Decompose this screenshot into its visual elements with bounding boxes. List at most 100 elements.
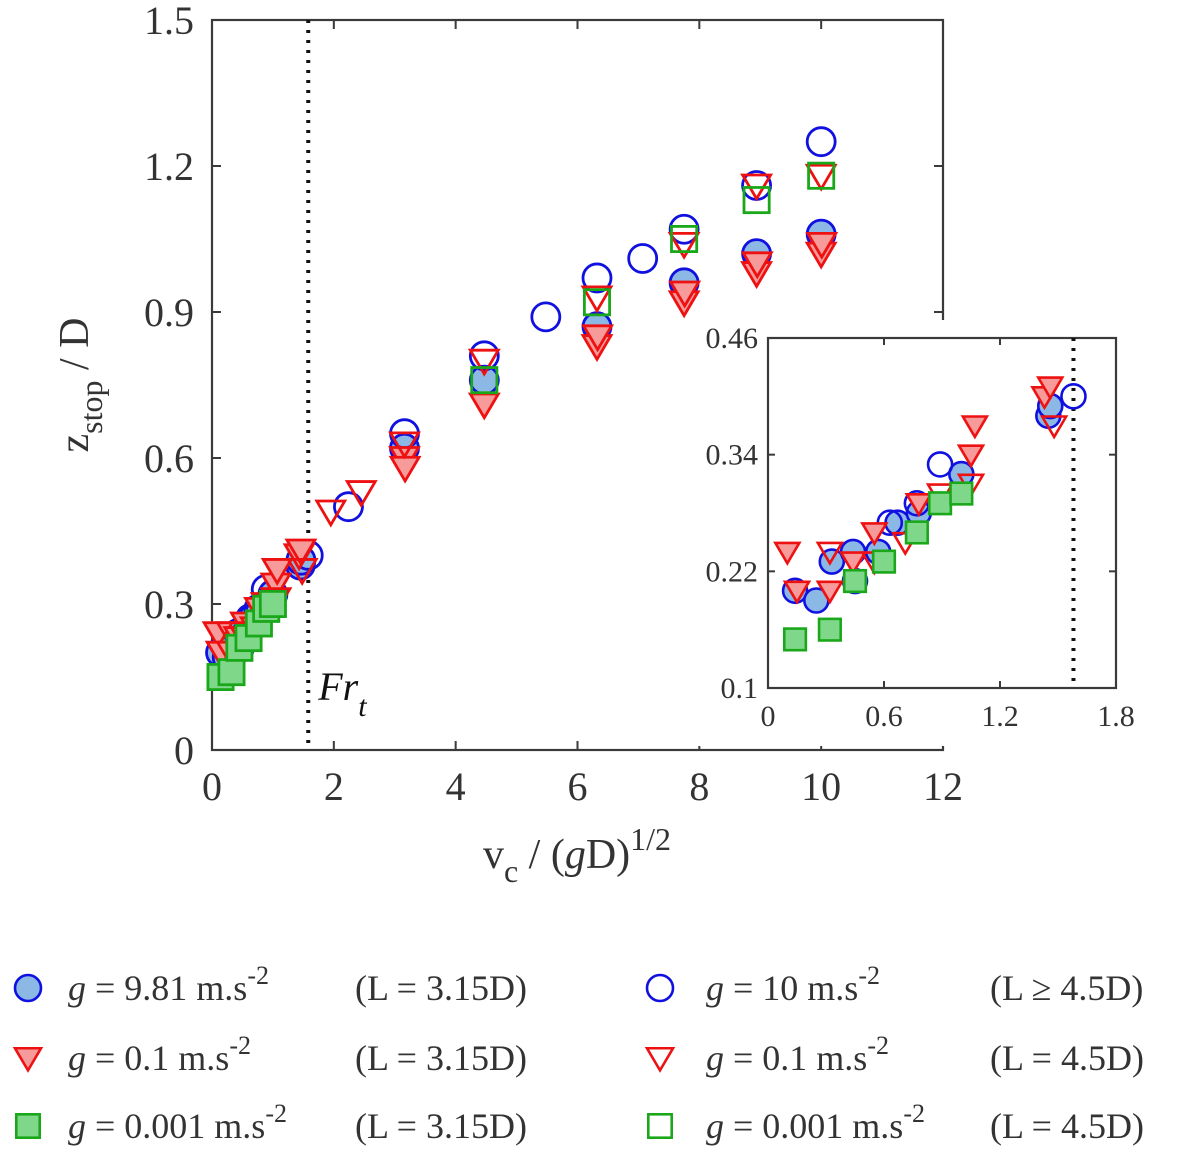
legend-sup: -2 (247, 961, 269, 990)
legend-condition-filled_circle_g9.81: (L = 3.15D) (355, 968, 527, 1008)
legend-label-open_circle_g10: g = 10 m.s-2 (706, 961, 880, 1008)
inset-y-tick-label: 0.34 (706, 439, 759, 472)
legend-marker-filled_triangle_g0.1 (12, 1046, 44, 1073)
froude-threshold-label: Frt (317, 664, 367, 723)
legend-label-open_triangle_g0.1: g = 0.1 m.s-2 (706, 1031, 889, 1078)
legend-sup: -2 (265, 1099, 287, 1128)
x-label-sub: c (504, 853, 518, 889)
data-point (470, 366, 499, 395)
x-tick-label: 8 (689, 764, 709, 809)
data-point (582, 288, 611, 317)
x-label-sup: 1/2 (630, 821, 671, 857)
data-point (742, 186, 771, 215)
legend-sup: -2 (858, 961, 880, 990)
inset-points (773, 376, 1087, 652)
inset-y-tick-label: 0.46 (706, 322, 759, 355)
legend-value: = 0.001 m.s (724, 1106, 903, 1146)
inset-y-tick-label: 0.22 (706, 555, 759, 588)
inset-data-point (815, 541, 845, 566)
legend-condition-filled_square_g0.001: (L = 3.15D) (355, 1106, 527, 1146)
inset-data-point (815, 580, 845, 605)
legend-g: g (706, 1038, 724, 1078)
legend-label-filled_circle_g9.81: g = 9.81 m.s-2 (68, 961, 269, 1008)
y-label-sub: stop (73, 381, 109, 434)
series-open_square_g0.001 (470, 161, 836, 395)
inset-series-filled_square_g0.001 (782, 481, 974, 652)
inset-data-point (927, 491, 953, 516)
legend-sup: -2 (903, 1099, 925, 1128)
x-tick-label: 2 (324, 764, 344, 809)
data-point (581, 262, 613, 294)
legend-sup: -2 (867, 1031, 889, 1060)
legend-value: = 10 m.s (724, 968, 858, 1008)
x-label-g: g (565, 832, 586, 878)
inset-data-point (904, 492, 934, 518)
legend-g: g (68, 968, 86, 1008)
data-point (580, 285, 614, 314)
inset-x-tick-label: 1.2 (981, 700, 1019, 733)
data-point (670, 224, 699, 253)
legend-value: = 0.1 m.s (724, 1038, 867, 1078)
data-point (530, 301, 562, 333)
inset-data-point (904, 520, 929, 545)
y-tick-label: 0.3 (144, 582, 194, 627)
legend-value: = 0.1 m.s (86, 1038, 229, 1078)
froude-label-base: Fr (317, 664, 358, 709)
legend-condition-open_circle_g10: (L ≥ 4.5D) (990, 968, 1143, 1008)
legend-g: g (706, 968, 724, 1008)
legend: g = 9.81 m.s-2 (L = 3.15D) g = 10 m.s-2 (L … (12, 961, 1144, 1146)
inset-data-point (949, 481, 974, 506)
y-tick-label: 0 (174, 728, 194, 773)
data-point (668, 280, 702, 309)
x-label-after: D) (586, 832, 630, 878)
data-point (217, 658, 246, 687)
inset-data-point (960, 415, 990, 440)
data-point (740, 251, 774, 280)
x-tick-label: 4 (446, 764, 466, 809)
data-point (314, 499, 348, 528)
x-label-base: v (483, 832, 504, 878)
y-tick-label: 1.5 (144, 0, 194, 43)
y-axis-label: zstop / D (52, 318, 109, 453)
inset-data-point (817, 617, 842, 642)
legend-g: g (706, 1106, 724, 1146)
x-tick-label: 10 (801, 764, 841, 809)
inset-data-point (773, 541, 802, 566)
legend-marker-filled_circle_g9.81 (13, 973, 43, 1003)
legend-marker-filled_square_g0.001 (14, 1113, 41, 1140)
froude-label-sub: t (358, 690, 367, 723)
data-point (258, 590, 287, 619)
x-tick-label: 0 (202, 764, 222, 809)
inset-data-point (926, 451, 954, 478)
data-point (667, 231, 701, 260)
data-point (804, 163, 838, 192)
legend-condition-open_square_g0.001: (L = 4.5D) (990, 1106, 1144, 1146)
legend-label-filled_triangle_g0.1: g = 0.1 m.s-2 (68, 1031, 251, 1078)
legend-condition-filled_triangle_g0.1: (L = 3.15D) (355, 1038, 527, 1078)
inset-data-point (956, 444, 986, 469)
inset-data-point (838, 551, 868, 576)
legend-value: = 0.001 m.s (86, 1106, 265, 1146)
y-tick-label: 0.6 (144, 436, 194, 481)
data-point (344, 480, 378, 509)
data-point (805, 231, 839, 260)
x-label-mid: / ( (518, 832, 565, 878)
inset-x-tick-label: 0.6 (865, 700, 903, 733)
inset-plot: 0 0.6 1.2 1.8 0.1 0.22 0.34 0.46 (676, 320, 1144, 746)
data-point (285, 558, 319, 586)
y-tick-label: 0.9 (144, 290, 194, 335)
data-point (468, 340, 500, 372)
legend-value: = 9.81 m.s (86, 968, 247, 1008)
data-point (260, 558, 294, 586)
legend-sup: -2 (229, 1031, 251, 1060)
data-point (805, 126, 837, 158)
inset-data-point (1035, 376, 1065, 401)
data-point (388, 431, 421, 460)
legend-marker-open_triangle_g0.1 (644, 1046, 676, 1073)
data-point (467, 348, 501, 377)
legend-label-open_square_g0.001: g = 0.001 m.s-2 (706, 1099, 925, 1146)
x-axis-label: vc / (gD)1/2 (483, 821, 671, 889)
legend-g: g (68, 1106, 86, 1146)
x-tick-label: 6 (568, 764, 588, 809)
